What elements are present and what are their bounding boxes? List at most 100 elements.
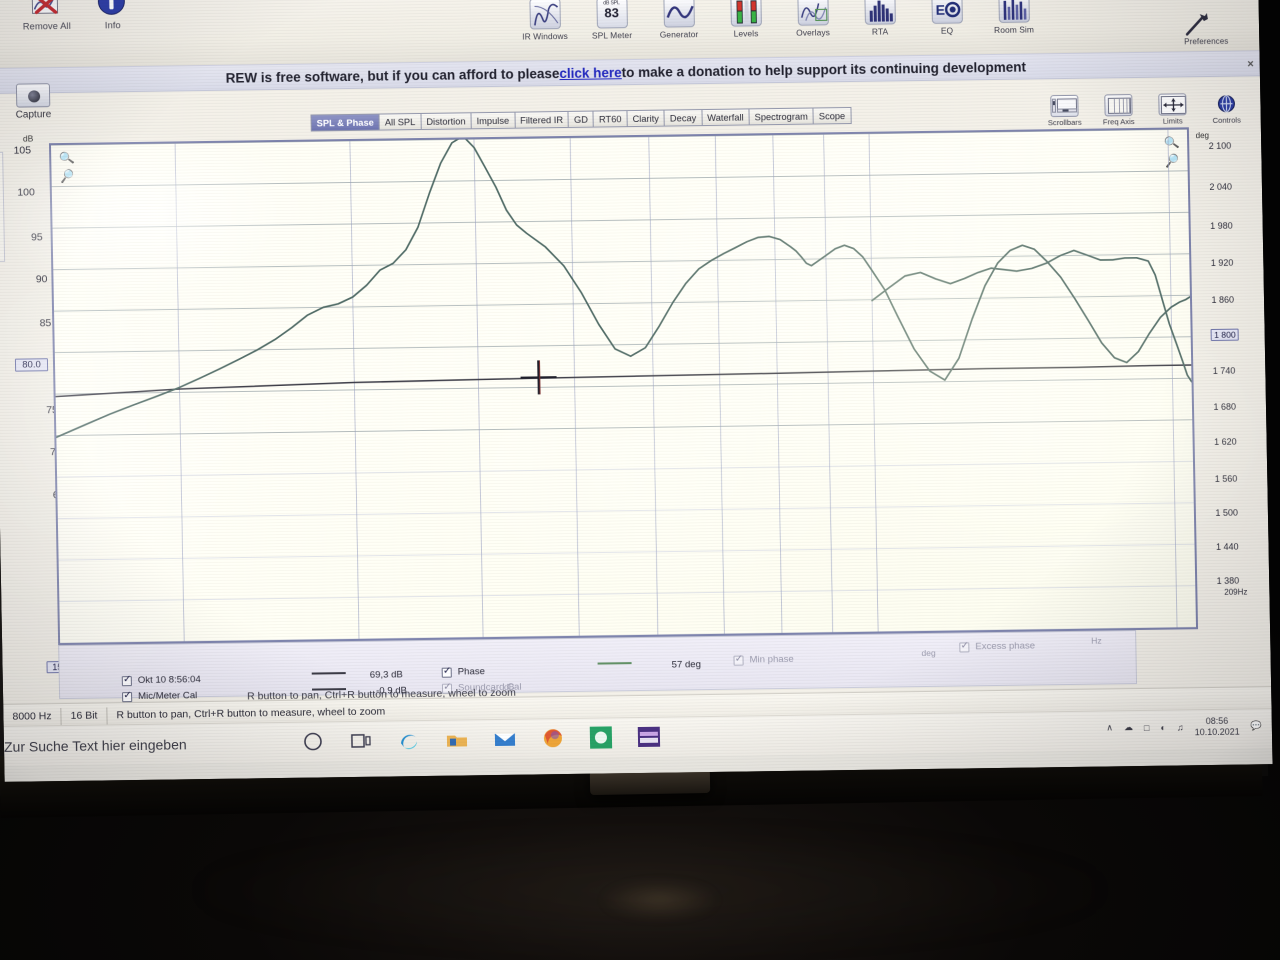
tab-waterfall[interactable]: Waterfall	[701, 108, 749, 127]
tab-clarity[interactable]: Clarity	[626, 109, 665, 128]
donation-link[interactable]: click here	[559, 64, 622, 81]
onedrive-icon[interactable]: ☁	[1123, 722, 1134, 733]
levels-button[interactable]: Levels	[719, 0, 772, 39]
cal-visibility-checkbox[interactable]	[122, 691, 133, 702]
overlays-icon	[796, 0, 829, 26]
excess-phase-toggle[interactable]: Excess phase	[959, 640, 1035, 652]
excel-icon[interactable]	[588, 724, 614, 750]
save-all-button[interactable]: ve All	[0, 0, 7, 32]
room-sim-button[interactable]: Room Sim	[987, 0, 1040, 35]
excess-phase-label: Excess phase	[975, 640, 1036, 653]
remove-all-icon	[29, 0, 64, 19]
y-axis-unit: dB	[22, 133, 34, 144]
banner-close-icon[interactable]: ×	[1247, 58, 1254, 71]
tray-chevron-icon[interactable]: ∧	[1106, 722, 1114, 733]
tab-spl-and-phase[interactable]: SPL & Phase	[310, 113, 379, 132]
y-tick-95: 95	[30, 231, 43, 244]
levels-icon	[729, 0, 762, 27]
banner-text-before: REW is free software, but if you can aff…	[225, 65, 560, 86]
firefox-icon[interactable]	[540, 725, 566, 751]
tab-distortion[interactable]: Distortion	[420, 112, 471, 131]
info-button[interactable]: Info	[86, 0, 139, 31]
deg-tick-1860: 1 860	[1211, 294, 1235, 305]
capture-button[interactable]: Capture	[0, 83, 67, 121]
info-label: Info	[104, 20, 121, 31]
banner-text-after: to make a donation to help support its c…	[621, 59, 1027, 80]
measurement-color-swatch	[311, 672, 346, 675]
tab-decay[interactable]: Decay	[663, 109, 702, 127]
spl-meter-label: SPL Meter	[591, 30, 633, 41]
room-sim-icon	[997, 0, 1030, 23]
levels-label: Levels	[733, 28, 759, 39]
measurement-label: Okt 10 8:56:04	[137, 674, 201, 686]
system-tray: ∧ ☁ □ ◐ ♫ 08:56 10.10.2021 💬	[1106, 715, 1262, 738]
network-icon[interactable]: □	[1143, 722, 1150, 733]
tab-spectrogram[interactable]: Spectrogram	[748, 107, 813, 126]
phase-checkbox[interactable]	[441, 667, 452, 678]
mail-icon[interactable]	[492, 726, 518, 752]
tray-time: 08:56	[1205, 715, 1229, 727]
rew-icon[interactable]	[636, 724, 662, 750]
remove-all-label: Remove All	[22, 20, 71, 32]
info-icon	[95, 0, 130, 19]
graph-tools-group: Scrollbars Freq Axis	[1044, 92, 1247, 127]
floor-reflection-wide	[200, 830, 1100, 950]
limits-button[interactable]: Limits	[1152, 93, 1193, 126]
y-axis-top-limit-field[interactable]: 80.0	[14, 358, 49, 372]
taskbar-clock[interactable]: 08:56 10.10.2021	[1194, 715, 1240, 738]
legend-row-measurement[interactable]: Okt 10 8:56:04	[121, 674, 201, 686]
tab-gd[interactable]: GD	[567, 110, 594, 128]
task-view-icon[interactable]	[348, 728, 374, 754]
eq-icon: E	[930, 0, 963, 24]
tab-filtered-ir[interactable]: Filtered IR	[513, 110, 569, 129]
phase-toggle[interactable]: Phase	[441, 666, 485, 678]
excess-phase-checkbox[interactable]	[959, 641, 970, 653]
notifications-icon[interactable]: 💬	[1250, 720, 1262, 731]
controls-button[interactable]: Controls	[1206, 92, 1247, 125]
rta-button[interactable]: RTA	[853, 0, 906, 37]
remove-all-button[interactable]: Remove All	[20, 0, 73, 32]
capture-label: Capture	[15, 109, 52, 121]
ir-windows-label: IR Windows	[522, 30, 569, 42]
scrollbars-button[interactable]: Scrollbars	[1044, 94, 1085, 128]
deg-tick-1980: 1 980	[1210, 220, 1233, 231]
eq-button[interactable]: E EQ	[920, 0, 973, 36]
volume-icon[interactable]: ♫	[1176, 721, 1184, 732]
deg-tick-1380: 1 380	[1216, 575, 1240, 586]
controls-icon	[1212, 93, 1240, 115]
overlays-button[interactable]: Overlays	[786, 0, 839, 38]
preferences-button[interactable]: Preferences	[1175, 11, 1238, 47]
graph-tab-strip: SPL & Phase All SPL Distortion Impulse F…	[310, 106, 852, 132]
cal-label: Mic/Meter Cal	[138, 690, 198, 702]
room-sim-label: Room Sim	[994, 24, 1035, 35]
taskbar-search-input[interactable]: Zur Suche Text hier eingeben	[3, 736, 187, 755]
measurement-visibility-checkbox[interactable]	[121, 675, 132, 686]
freq-axis-button[interactable]: Freq Axis	[1098, 94, 1139, 127]
bluetooth-icon[interactable]: ◐	[1160, 722, 1166, 733]
status-bitdepth: 16 Bit	[61, 707, 108, 726]
file-explorer-icon[interactable]	[444, 726, 470, 752]
min-phase-toggle[interactable]: Min phase	[733, 654, 794, 666]
wrench-icon	[1175, 11, 1237, 38]
tab-all-spl[interactable]: All SPL	[378, 113, 421, 131]
rta-label: RTA	[871, 26, 889, 37]
cortana-icon[interactable]	[300, 728, 326, 754]
min-phase-checkbox[interactable]	[733, 655, 744, 666]
spl-phase-graph[interactable]: 🔍 🔎 🔍 🔎	[48, 127, 1199, 646]
controls-label: Controls	[1212, 115, 1241, 125]
edge-icon[interactable]	[396, 727, 422, 753]
tab-impulse[interactable]: Impulse	[470, 111, 515, 130]
phase-color-swatch	[597, 662, 632, 665]
ir-windows-icon	[528, 0, 561, 30]
right-axis-limit-field[interactable]: 1 800	[1211, 328, 1239, 341]
spl-meter-button[interactable]: dB SPL 83 SPL Meter	[585, 0, 638, 41]
generator-button[interactable]: Generator	[652, 0, 705, 40]
ir-windows-button[interactable]: IR Windows	[518, 0, 571, 42]
rew-application-window: — □ ✕	[0, 0, 1272, 742]
tab-rt60[interactable]: RT60	[592, 110, 627, 128]
limits-label: Limits	[1162, 116, 1183, 126]
deg-tick-1740: 1 740	[1212, 365, 1236, 376]
toolbar-center-group: IR Windows dB SPL 83 SPL Meter	[518, 0, 1040, 42]
tab-scope[interactable]: Scope	[812, 106, 852, 125]
